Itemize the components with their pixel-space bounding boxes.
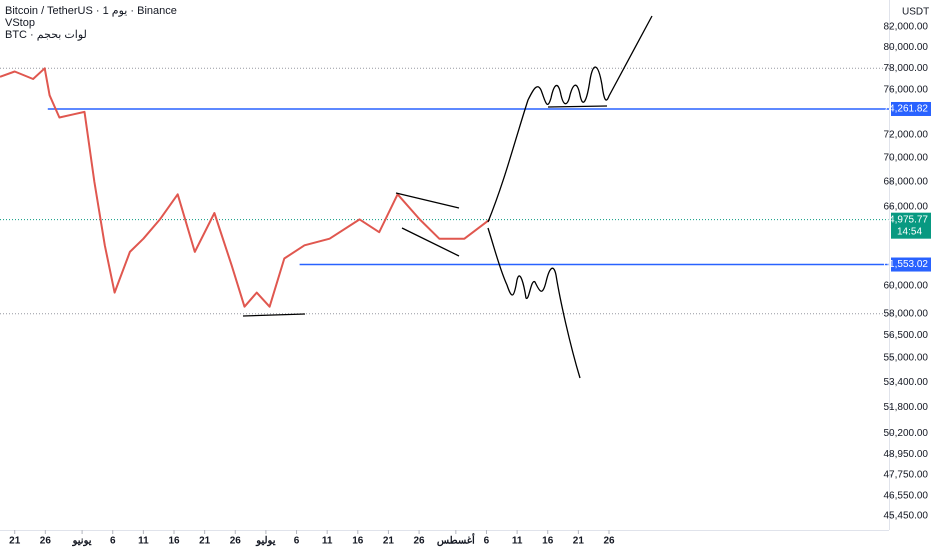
level-label: 61,553.02 bbox=[884, 259, 929, 270]
level-box bbox=[891, 101, 931, 116]
top-range bbox=[547, 105, 608, 108]
drawings bbox=[242, 15, 653, 379]
bottom-mark bbox=[242, 313, 306, 317]
last-price-label: 64,975.77 bbox=[884, 214, 929, 225]
countdown: 14:54 bbox=[897, 226, 922, 237]
x-tick-label: 21 bbox=[573, 536, 585, 547]
x-tick-label: 6 bbox=[110, 536, 116, 547]
y-unit: USDT bbox=[902, 7, 929, 18]
x-tick-label: 6 bbox=[484, 536, 490, 547]
y-tick-label: 58,000.00 bbox=[884, 308, 929, 319]
indicator: VStop bbox=[5, 17, 35, 29]
y-tick-label: 46,550.00 bbox=[884, 491, 929, 502]
x-tick-label: 26 bbox=[414, 536, 426, 547]
y-tick-label: 47,750.00 bbox=[884, 470, 929, 481]
x-tick-label: 26 bbox=[230, 536, 242, 547]
y-tick-label: 80,000.00 bbox=[884, 42, 929, 53]
wedge-bottom bbox=[401, 227, 460, 257]
x-tick-label: يونيو bbox=[72, 536, 92, 547]
y-tick-label: 78,000.00 bbox=[884, 63, 929, 74]
x-tick-label: 11 bbox=[138, 536, 149, 547]
x-tick-label: 16 bbox=[542, 536, 554, 547]
x-tick-label: 11 bbox=[512, 536, 523, 547]
x-tick-label: 21 bbox=[9, 536, 21, 547]
y-tick-label: 70,000.00 bbox=[884, 153, 929, 164]
x-tick-label: 21 bbox=[383, 536, 395, 547]
x-tick-label: 21 bbox=[199, 536, 211, 547]
plot bbox=[0, 67, 889, 315]
x-tick-label: أغسطس bbox=[437, 534, 475, 547]
price-line bbox=[0, 67, 491, 308]
wedge-top bbox=[395, 192, 460, 209]
y-tick-label: 76,000.00 bbox=[884, 84, 929, 95]
x-tick-label: 26 bbox=[603, 536, 615, 547]
projection-down bbox=[487, 227, 581, 379]
x-tick-label: 26 bbox=[40, 536, 52, 547]
y-tick-label: 68,000.00 bbox=[884, 177, 929, 188]
x-tick-label: 6 bbox=[294, 536, 300, 547]
y-tick-label: 56,500.00 bbox=[884, 330, 929, 341]
indicator: BTC · لوات بحجم bbox=[5, 29, 87, 41]
x-tick-label: يوليو bbox=[255, 536, 275, 547]
y-tick-label: 72,000.00 bbox=[884, 129, 929, 140]
projection-up bbox=[487, 15, 653, 223]
y-tick-label: 55,000.00 bbox=[884, 352, 929, 363]
y-tick-label: 48,950.00 bbox=[884, 449, 929, 460]
level-label: 74,261.82 bbox=[884, 104, 929, 115]
y-tick-label: 66,000.00 bbox=[884, 201, 929, 212]
x-tick-label: 11 bbox=[322, 536, 333, 547]
y-tick-label: 45,450.00 bbox=[884, 510, 929, 521]
y-tick-label: 82,000.00 bbox=[884, 21, 929, 32]
last-price-box bbox=[891, 212, 931, 239]
y-tick-label: 60,000.00 bbox=[884, 280, 929, 291]
level-box bbox=[891, 257, 931, 272]
y-tick-label: 53,400.00 bbox=[884, 377, 929, 388]
x-tick-label: 16 bbox=[352, 536, 364, 547]
chart-title: Bitcoin / TetherUS · 1 يوم · Binance bbox=[5, 5, 177, 17]
y-tick-label: 51,800.00 bbox=[884, 402, 929, 413]
x-tick-label: 16 bbox=[168, 536, 180, 547]
y-tick-label: 50,200.00 bbox=[884, 428, 929, 439]
